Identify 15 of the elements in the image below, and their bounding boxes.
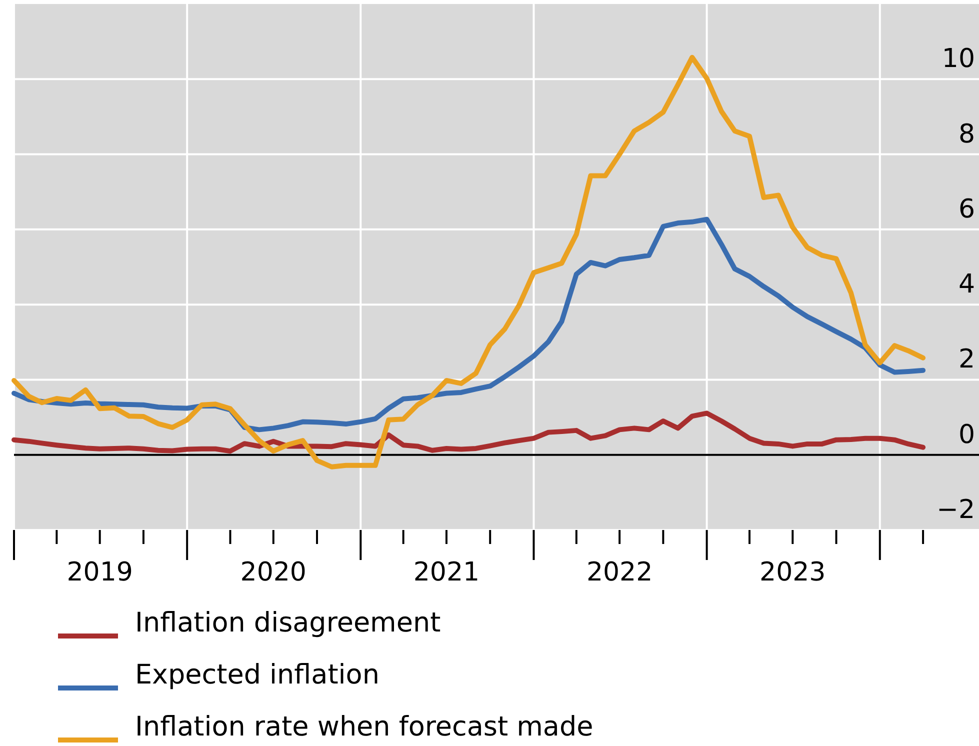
x-tick-label: 2023 <box>760 557 826 588</box>
y-tick-label: 6 <box>958 194 975 224</box>
legend-label: Inflation rate when forecast made <box>135 711 594 742</box>
y-tick-label: 8 <box>958 119 975 150</box>
x-tick-label: 2020 <box>240 557 306 588</box>
x-tick-label: 2019 <box>66 557 133 588</box>
y-tick-label: −2 <box>936 495 975 525</box>
y-tick-label: 10 <box>942 44 975 74</box>
legend-label: Inflation disagreement <box>135 607 441 638</box>
y-tick-label: 4 <box>958 270 975 300</box>
x-tick-label: 2021 <box>413 557 480 588</box>
y-tick-label: 2 <box>958 344 975 375</box>
legend-label: Expected inflation <box>135 659 380 690</box>
y-tick-label: 0 <box>958 420 975 450</box>
x-tick-label: 2022 <box>586 557 653 588</box>
